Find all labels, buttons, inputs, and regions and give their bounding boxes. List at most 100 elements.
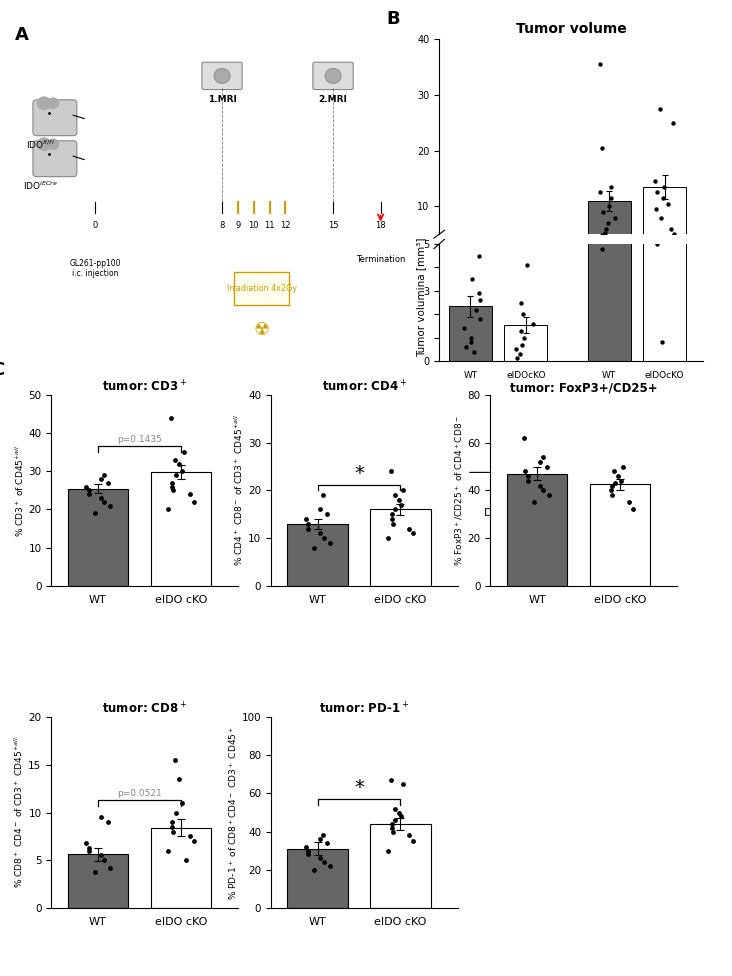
Text: p=0.0521: p=0.0521 xyxy=(117,790,162,798)
Point xyxy=(522,473,534,489)
Text: 10: 10 xyxy=(248,221,259,230)
Point xyxy=(474,311,486,327)
Text: 8: 8 xyxy=(220,221,225,230)
Point xyxy=(517,306,529,322)
Point xyxy=(169,452,181,468)
Bar xyxy=(449,306,492,361)
Point xyxy=(615,473,627,489)
Bar xyxy=(68,854,128,908)
Point xyxy=(594,213,606,228)
Point xyxy=(596,227,608,243)
Point xyxy=(599,225,610,241)
Title: tumor: CD4$^+$: tumor: CD4$^+$ xyxy=(321,379,407,394)
Text: p=0.1435: p=0.1435 xyxy=(117,435,162,444)
Point xyxy=(460,340,472,355)
Y-axis label: % FoxP3$^+$/CD25$^+$ of CD4$^+$CD8$^-$: % FoxP3$^+$/CD25$^+$ of CD4$^+$CD8$^-$ xyxy=(453,415,465,566)
Point xyxy=(474,248,485,264)
Point xyxy=(403,828,415,843)
Point xyxy=(605,190,617,206)
Bar xyxy=(288,524,348,586)
Point xyxy=(528,495,539,510)
Point xyxy=(516,337,528,352)
Point xyxy=(314,832,326,847)
Bar xyxy=(370,509,430,586)
Point xyxy=(181,852,193,868)
Point xyxy=(608,464,620,479)
Point xyxy=(597,142,609,158)
Point xyxy=(455,229,466,245)
Point xyxy=(458,244,469,260)
Text: IDO$^{iECre}$: IDO$^{iECre}$ xyxy=(23,180,58,192)
Point xyxy=(176,795,187,811)
Point xyxy=(659,179,671,194)
Point xyxy=(472,240,484,256)
Point xyxy=(608,37,620,53)
Bar xyxy=(370,824,430,908)
Point xyxy=(662,196,674,212)
Point xyxy=(104,498,116,513)
Text: Day8: Day8 xyxy=(484,508,512,517)
Point xyxy=(184,829,195,844)
Y-axis label: % PD-1$^+$ of CD8$^+$CD4$^-$ CD3$^+$ CD45$^+$: % PD-1$^+$ of CD8$^+$CD4$^-$ CD3$^+$ CD4… xyxy=(227,725,239,900)
Point xyxy=(527,316,539,332)
Point xyxy=(468,344,479,359)
Point xyxy=(386,816,397,832)
Text: Day15: Day15 xyxy=(619,508,655,517)
Point xyxy=(102,475,113,491)
Text: C: C xyxy=(0,361,5,379)
Circle shape xyxy=(37,97,51,109)
Point xyxy=(668,115,679,131)
Bar xyxy=(504,254,548,263)
Point xyxy=(314,850,326,866)
Point xyxy=(609,475,621,491)
Point xyxy=(104,860,116,875)
Point xyxy=(166,814,178,830)
Text: ☢: ☢ xyxy=(253,321,270,340)
Point xyxy=(94,471,106,487)
Point xyxy=(389,487,400,503)
Circle shape xyxy=(214,68,230,83)
Point xyxy=(302,846,314,862)
Bar xyxy=(504,325,548,361)
Point xyxy=(166,479,178,495)
Bar xyxy=(590,484,650,586)
Point xyxy=(83,842,94,859)
Point xyxy=(469,235,481,251)
Point xyxy=(389,801,400,817)
Point xyxy=(166,475,178,491)
Text: 9: 9 xyxy=(235,221,241,230)
Point xyxy=(317,828,329,843)
Point xyxy=(393,804,405,820)
Point xyxy=(610,84,621,100)
Y-axis label: % CD4$^+$ CD8$^-$ of CD3$^+$ CD45$^{+all}$: % CD4$^+$ CD8$^-$ of CD3$^+$ CD45$^{+all… xyxy=(233,415,245,566)
Point xyxy=(173,456,185,471)
Point xyxy=(393,492,405,508)
Point xyxy=(623,495,635,510)
Point xyxy=(609,210,621,225)
Point xyxy=(299,511,311,527)
Point xyxy=(173,771,185,787)
Bar xyxy=(588,103,630,361)
Circle shape xyxy=(325,68,341,83)
Point xyxy=(662,14,673,29)
Bar xyxy=(68,489,128,586)
Point xyxy=(655,84,667,100)
Point xyxy=(462,252,474,267)
Point xyxy=(167,482,179,498)
Point xyxy=(397,776,409,792)
Point xyxy=(162,502,173,517)
Point xyxy=(169,752,181,768)
Point xyxy=(657,190,669,206)
Text: 18: 18 xyxy=(376,221,386,230)
Point xyxy=(513,251,525,266)
Point xyxy=(594,57,606,72)
Point xyxy=(314,502,326,517)
Point xyxy=(534,454,545,469)
Point xyxy=(541,459,553,474)
Point xyxy=(518,243,530,259)
Point xyxy=(302,520,314,536)
Point xyxy=(655,131,667,146)
Point xyxy=(403,520,415,536)
Point xyxy=(466,330,477,346)
Point xyxy=(608,61,619,76)
